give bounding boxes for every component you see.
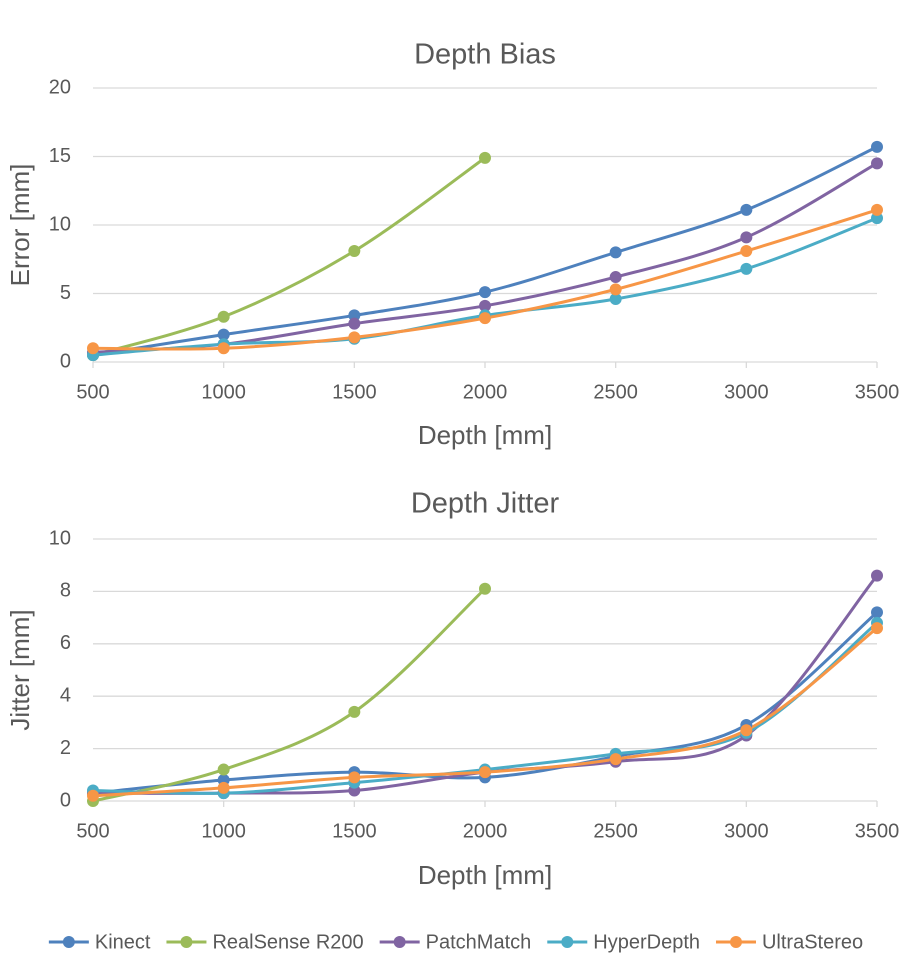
y-tick-label: 6 bbox=[60, 632, 71, 654]
data-point bbox=[87, 789, 99, 802]
x-tick-label: 1000 bbox=[201, 820, 246, 842]
data-point bbox=[87, 342, 99, 355]
data-point bbox=[479, 286, 491, 299]
data-point bbox=[609, 246, 622, 259]
legend-item: Kinect bbox=[48, 931, 151, 953]
data-point bbox=[217, 781, 230, 794]
legend-marker bbox=[393, 936, 406, 948]
y-tick-label: 10 bbox=[49, 527, 71, 549]
legend-label: PatchMatch bbox=[426, 931, 532, 953]
legend-marker bbox=[180, 936, 193, 948]
x-tick-label: 3500 bbox=[855, 820, 900, 842]
x-axis-label: Depth [mm] bbox=[418, 420, 552, 450]
data-point bbox=[348, 705, 361, 718]
data-point bbox=[740, 724, 753, 737]
x-tick-label: 3000 bbox=[724, 820, 769, 842]
data-point bbox=[217, 342, 230, 355]
data-point bbox=[871, 157, 883, 170]
data-point bbox=[217, 328, 230, 341]
y-axis-label: Jitter [mm] bbox=[5, 609, 35, 730]
y-tick-label: 4 bbox=[60, 684, 71, 706]
x-tick-label: 3000 bbox=[724, 381, 769, 403]
data-point bbox=[871, 606, 883, 619]
data-point bbox=[609, 271, 622, 284]
data-point bbox=[348, 317, 361, 330]
data-point bbox=[217, 763, 230, 776]
series-line bbox=[91, 587, 487, 803]
chart: Depth Jitter Depth [mm] Jitter [mm] 0 2 4 6 8 10… bbox=[5, 488, 899, 890]
legend-label: RealSense R200 bbox=[212, 931, 363, 953]
y-tick-label: 8 bbox=[60, 580, 71, 602]
data-point bbox=[740, 245, 753, 258]
y-tick-label: 20 bbox=[49, 76, 71, 98]
legend-item: HyperDepth bbox=[547, 931, 700, 953]
data-point bbox=[348, 331, 361, 344]
y-tick-label: 0 bbox=[60, 350, 71, 372]
plot-area bbox=[87, 140, 883, 362]
data-point bbox=[871, 140, 883, 153]
data-point bbox=[348, 771, 361, 784]
x-tick-label: 500 bbox=[76, 820, 109, 842]
legend-item: RealSense R200 bbox=[166, 931, 364, 953]
y-tick-label: 2 bbox=[60, 737, 71, 759]
data-point bbox=[479, 151, 491, 164]
data-point bbox=[871, 622, 883, 635]
y-tick-label: 0 bbox=[60, 789, 71, 811]
y-tick-label: 10 bbox=[49, 213, 71, 235]
x-tick-label: 2500 bbox=[593, 820, 638, 842]
legend-marker bbox=[62, 936, 75, 948]
plot-area bbox=[87, 569, 883, 807]
legend-marker bbox=[729, 936, 742, 948]
data-point bbox=[217, 310, 230, 323]
data-point bbox=[609, 292, 622, 305]
x-tick-label: 1000 bbox=[201, 381, 246, 403]
x-tick-label: 1500 bbox=[332, 381, 377, 403]
data-point bbox=[479, 299, 491, 312]
legend-label: HyperDepth bbox=[593, 931, 700, 953]
legend: Kinect RealSense R200 PatchMatch HyperDepth… bbox=[48, 931, 863, 953]
y-tick-label: 15 bbox=[49, 145, 71, 167]
x-axis-label: Depth [mm] bbox=[418, 860, 552, 890]
data-point bbox=[609, 753, 622, 766]
data-point bbox=[871, 212, 883, 225]
x-tick-label: 3500 bbox=[855, 381, 900, 403]
legend-marker bbox=[561, 936, 574, 948]
data-point bbox=[609, 283, 622, 296]
y-axis-label: Error [mm] bbox=[5, 164, 35, 287]
data-point bbox=[479, 766, 491, 779]
x-tick-label: 2500 bbox=[593, 381, 638, 403]
x-tick-label: 500 bbox=[76, 381, 109, 403]
series-line bbox=[91, 574, 879, 795]
x-tick-label: 2000 bbox=[463, 381, 508, 403]
chart: Depth Bias Depth [mm] Error [mm] 0 5 10 15 20 50… bbox=[5, 39, 899, 450]
legend-item: PatchMatch bbox=[379, 931, 532, 953]
chart-title: Depth Bias bbox=[414, 39, 556, 71]
data-point bbox=[479, 312, 491, 325]
data-point bbox=[348, 309, 361, 322]
legend-label: UltraStereo bbox=[762, 931, 863, 953]
legend-item: UltraStereo bbox=[715, 931, 863, 953]
data-point bbox=[871, 203, 883, 216]
data-point bbox=[348, 245, 361, 258]
x-tick-label: 1500 bbox=[332, 820, 377, 842]
y-tick-label: 5 bbox=[60, 282, 71, 304]
data-point bbox=[740, 231, 753, 244]
data-point bbox=[871, 569, 883, 582]
legend-label: Kinect bbox=[95, 931, 151, 953]
x-tick-label: 2000 bbox=[463, 820, 508, 842]
chart-title: Depth Jitter bbox=[411, 488, 560, 520]
data-point bbox=[740, 203, 753, 216]
data-point bbox=[740, 262, 753, 275]
series-line bbox=[91, 156, 487, 357]
data-point bbox=[479, 582, 491, 595]
